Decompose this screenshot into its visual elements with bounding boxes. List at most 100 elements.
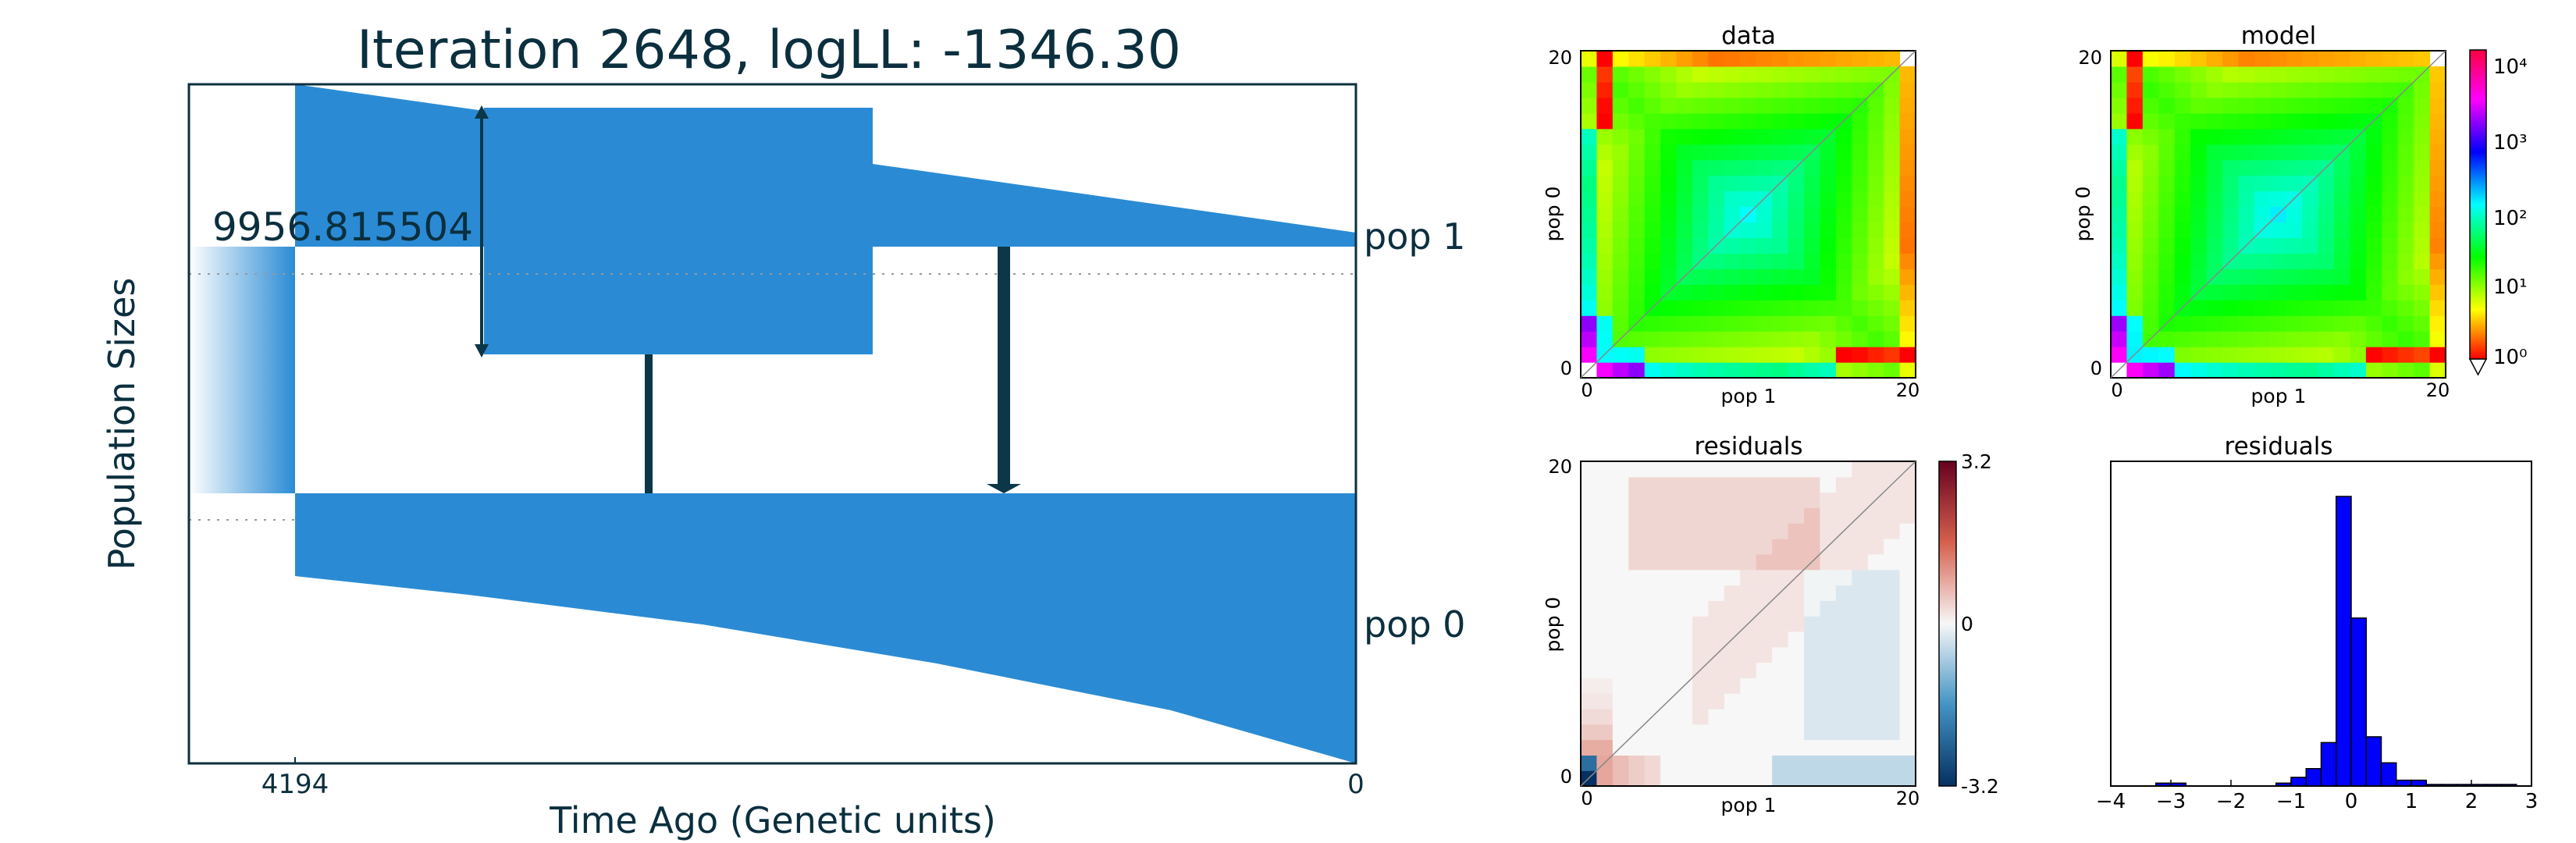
pop0-band <box>295 493 1356 763</box>
residuals-heatmap-cell <box>1692 492 1710 509</box>
residuals-heatmap-cell <box>1724 523 1741 539</box>
data-heatmap-cell <box>1899 315 1916 332</box>
data-heatmap-cell <box>1628 331 1646 347</box>
model-heatmap-cell <box>2414 112 2431 130</box>
residuals-heatmap-cell <box>1581 569 1598 586</box>
data-heatmap-cell <box>1724 315 1741 332</box>
residuals-heatmap-cell <box>1660 755 1678 771</box>
residuals-heatmap-cell <box>1660 616 1678 632</box>
model-heatmap-cell <box>2222 190 2240 208</box>
residuals-heatmap-cell <box>1772 476 1789 493</box>
model-heatmap-cell <box>2254 331 2271 347</box>
model-heatmap-cell <box>2334 237 2351 254</box>
residuals-heatmap-cell <box>1867 646 1884 663</box>
residuals-heatmap-cell <box>1852 631 1869 648</box>
residuals-heatmap-cell <box>1660 553 1678 571</box>
model-heatmap-cell <box>2238 175 2255 192</box>
data-heatmap-cell <box>1804 190 1821 208</box>
residuals-heatmap-cell <box>1612 724 1629 741</box>
model-heatmap-cell <box>2270 300 2287 316</box>
residuals-heatmap-cell <box>1644 585 1661 601</box>
model-heatmap-cell <box>2238 51 2255 67</box>
data-heatmap-cell <box>1644 331 1661 347</box>
model-heatmap-diagonal <box>2110 50 2446 379</box>
model-heatmap-cell <box>2365 362 2382 379</box>
data-heatmap-cell <box>1581 331 1598 347</box>
residuals-heatmap-cell <box>1581 646 1598 663</box>
model-heatmap-cell <box>2365 128 2382 145</box>
data-heatmap-cell <box>1867 66 1884 83</box>
data-heatmap-cell <box>1644 206 1661 223</box>
residuals-heatmap-cell <box>1628 693 1646 710</box>
residuals-heatmap-cell <box>1644 739 1661 756</box>
residuals-heatmap-cell <box>1835 678 1852 694</box>
residuals-heatmap-cell <box>1867 770 1884 787</box>
data-heatmap-cell <box>1772 112 1789 130</box>
data-heatmap-cell <box>1756 300 1773 316</box>
residuals-heatmap-cell <box>1899 708 1916 725</box>
residuals-heatmap-cell <box>1804 600 1821 617</box>
model-heatmap-cell <box>2190 300 2208 316</box>
residuals-heatmap-cell <box>1660 569 1678 586</box>
model-heatmap-cell <box>2158 159 2176 176</box>
residuals-heatmap-cell <box>1884 553 1901 571</box>
data-heatmap-cell <box>1867 237 1884 254</box>
data-heatmap-cell <box>1724 175 1741 192</box>
residuals-heatmap-cell <box>1676 600 1693 617</box>
model-heatmap-cell <box>2111 222 2128 239</box>
data-heatmap-cell <box>1676 315 1693 332</box>
residuals-heatmap-cell <box>1884 600 1901 617</box>
model-heatmap-cell <box>2382 331 2399 347</box>
model-heatmap-cell <box>2286 253 2303 269</box>
residuals-heatmap-cell <box>1581 539 1598 555</box>
model-heatmap-cell <box>2111 284 2128 301</box>
model-heatmap-cell <box>2397 269 2414 285</box>
data-heatmap-cell <box>1820 269 1837 285</box>
residuals-heatmap-cell <box>1899 646 1916 663</box>
data-heatmap-cell <box>1867 144 1884 161</box>
data-heatmap-cell <box>1852 206 1869 223</box>
data-heatmap-cell <box>1756 97 1773 114</box>
data-heatmap-cell <box>1581 284 1598 301</box>
model-heatmap-cell <box>2382 362 2399 379</box>
residuals-heatmap-cell <box>1740 600 1757 617</box>
model-heatmap-cell <box>2350 284 2367 301</box>
model-heatmap-cell <box>2334 190 2351 208</box>
data-heatmap-cell <box>1596 253 1614 269</box>
residuals-heatmap-cell <box>1660 539 1678 555</box>
residuals-heatmap-cell <box>1708 585 1725 601</box>
model-heatmap-cell <box>2365 175 2382 192</box>
model-heatmap-cell <box>2350 362 2367 379</box>
model-heatmap-cell <box>2350 237 2367 254</box>
model-heatmap-cell <box>2254 269 2271 285</box>
model-heatmap-cell <box>2111 81 2128 98</box>
model-heatmap-cell <box>2190 237 2208 254</box>
residuals-heatmap-cell <box>1596 693 1614 710</box>
model-heatmap-cell <box>2382 190 2399 208</box>
residuals-heatmap-cell <box>1884 523 1901 539</box>
data-heatmap-cell <box>1740 300 1757 316</box>
data-heatmap-cell <box>1612 175 1629 192</box>
data-heatmap-cell <box>1788 128 1805 145</box>
model-heatmap-cell <box>2318 51 2335 67</box>
model-heatmap-cell <box>2222 144 2240 161</box>
model-heatmap-cell <box>2174 190 2191 208</box>
residuals-heatmap-cell <box>1660 476 1678 493</box>
model-heatmap-cell <box>2190 269 2208 285</box>
model-heatmap-cell <box>2414 269 2431 285</box>
model-heatmap-cell <box>2414 362 2431 379</box>
data-heatmap-cell <box>1804 269 1821 285</box>
residuals-heatmap-cell <box>1867 678 1884 694</box>
data-heatmap-cell <box>1852 81 1869 98</box>
model-heatmap-cell <box>2302 222 2319 239</box>
model-heatmap-cell <box>2111 51 2128 67</box>
model-heatmap-cell <box>2365 159 2382 176</box>
data-heatmap-cell <box>1788 81 1805 98</box>
residuals-heatmap-cell <box>1740 523 1757 539</box>
data-heatmap-cell <box>1581 237 1598 254</box>
residuals-heatmap-cell <box>1884 461 1901 478</box>
model-heatmap-cell <box>2238 81 2255 98</box>
data-heatmap-cell <box>1899 128 1916 145</box>
residuals-heatmap-cell <box>1660 646 1678 663</box>
residuals-heatmap-cell <box>1852 662 1869 678</box>
